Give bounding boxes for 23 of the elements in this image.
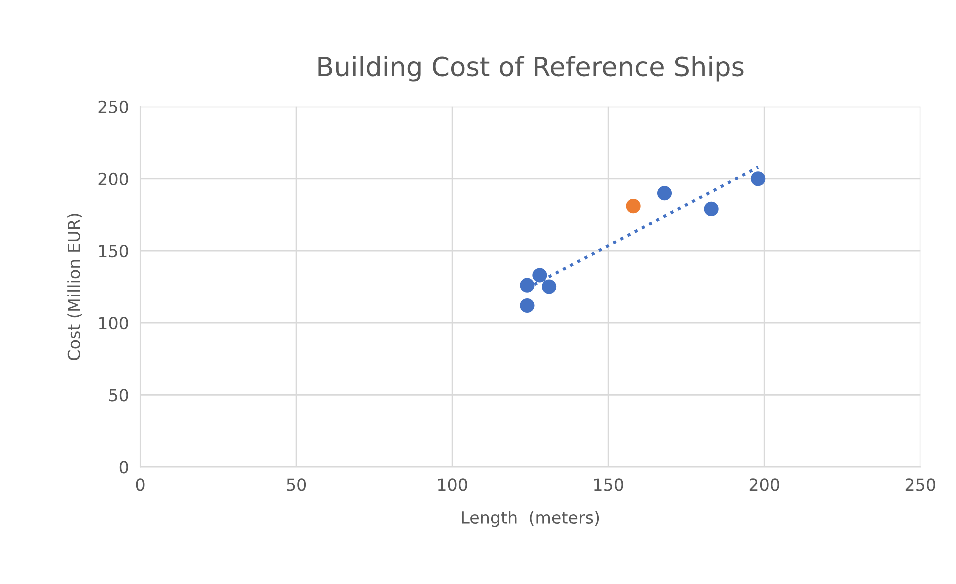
x-tick-label: 100 — [438, 478, 468, 492]
y-tick-label: 250 — [98, 100, 128, 114]
point — [704, 202, 719, 216]
point — [751, 172, 766, 186]
chart-title: Building Cost of Reference Ships — [318, 56, 744, 82]
x-tick-label: 150 — [594, 478, 624, 492]
y-tick-label: 200 — [98, 172, 128, 186]
y-axis-title: Cost (Million EUR) — [68, 214, 82, 360]
x-tick-label: 50 — [287, 478, 306, 492]
point — [657, 186, 672, 201]
y-tick-label: 100 — [99, 317, 128, 330]
y-tick-label: 150 — [99, 244, 128, 258]
x-axis-title: Length (meters) — [462, 511, 600, 528]
point — [532, 268, 548, 283]
point — [626, 199, 641, 214]
y-tick-label: 50 — [110, 389, 128, 402]
point — [542, 280, 557, 294]
x-tick-label: 200 — [750, 478, 780, 492]
y-tick-label: 0 — [120, 461, 128, 474]
x-tick-label: 250 — [906, 478, 936, 492]
point — [520, 298, 535, 314]
point — [520, 278, 535, 293]
x-tick-label: 0 — [136, 478, 145, 492]
